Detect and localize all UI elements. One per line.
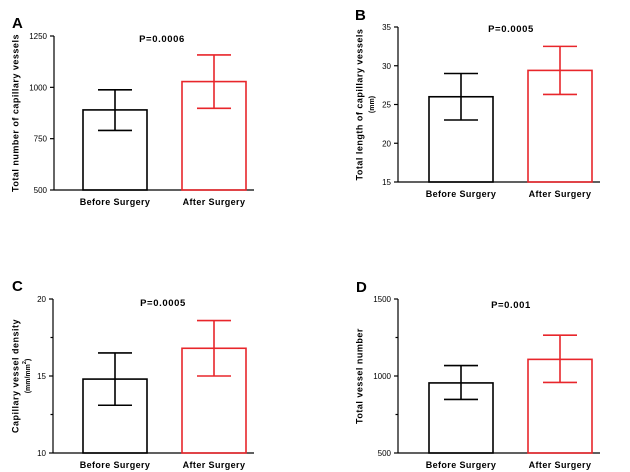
y-tick-label: 1000 [373, 372, 391, 381]
panel-letter: D [356, 279, 367, 296]
y-tick-label: 15 [37, 372, 46, 381]
y-axis-unit-base: (mm) [369, 96, 376, 113]
y-tick-label: 20 [382, 139, 391, 148]
y-tick-label: 15 [382, 178, 391, 187]
y-axis-label: Total vessel number [354, 328, 364, 424]
category-label: Before Surgery [426, 460, 497, 470]
panel-letter: B [355, 7, 366, 24]
p-value-label: P=0.001 [491, 300, 531, 311]
y-axis-unit-sup: 2 [22, 361, 28, 364]
y-axis-unit-close: ) [25, 359, 32, 361]
y-tick-label: 30 [382, 62, 391, 71]
y-axis-label: Capillary vessel density [10, 319, 20, 433]
y-tick-label: 750 [34, 135, 48, 144]
category-label: Before Surgery [80, 197, 151, 207]
y-tick-label: 20 [37, 295, 46, 304]
y-tick-label: 500 [378, 449, 392, 458]
category-label: Before Surgery [80, 460, 151, 470]
category-label: After Surgery [529, 460, 592, 470]
y-axis-unit: (mm/mm2) [22, 359, 32, 394]
panel-c: C P=0.0005 10 15 20 Before Surgery After Surge… [10, 278, 254, 470]
p-value-label: P=0.0005 [488, 24, 534, 35]
p-value-label: P=0.0005 [140, 298, 186, 309]
y-tick-label: 500 [34, 186, 48, 195]
y-axis-label: Total length of capillary vessels [354, 29, 364, 181]
category-label: After Surgery [183, 197, 246, 207]
panel-d: D P=0.001 500 1000 1500 Before Surgery After S… [354, 279, 600, 470]
y-axis-label: Total number of capillary vessels [10, 34, 20, 192]
y-tick-label: 10 [37, 449, 46, 458]
p-value-label: P=0.0006 [139, 34, 185, 45]
y-axis-unit: (mm) [369, 96, 376, 113]
panel-letter: C [12, 278, 23, 295]
y-tick-label: 1250 [29, 32, 47, 41]
panel-a: A P=0.0006 500 750 1000 1250 Before Surgery Aft… [10, 15, 254, 207]
y-tick-label: 25 [382, 101, 391, 110]
y-tick-label: 1000 [29, 83, 47, 92]
y-tick-label: 1500 [373, 295, 391, 304]
category-label: Before Surgery [426, 189, 497, 199]
panel-b: B P=0.0005 15 20 25 30 35 Before Surgery After S… [354, 7, 600, 199]
category-label: After Surgery [183, 460, 246, 470]
panel-letter: A [12, 15, 23, 32]
y-tick-label: 35 [382, 23, 391, 32]
category-label: After Surgery [529, 189, 592, 199]
y-axis-unit-base: (mm/mm [25, 364, 32, 393]
